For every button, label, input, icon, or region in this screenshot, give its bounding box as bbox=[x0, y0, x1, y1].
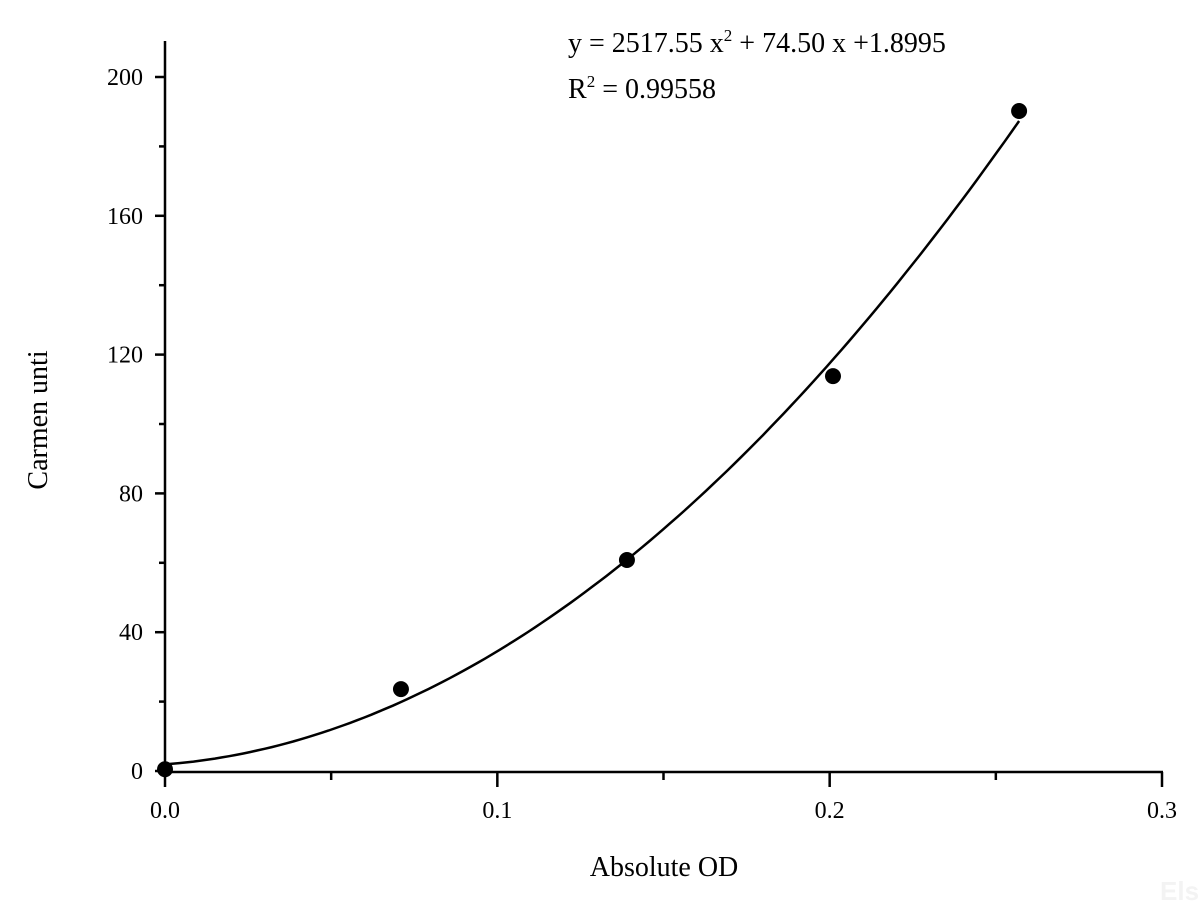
y-tick-label: 40 bbox=[119, 620, 143, 646]
data-point bbox=[618, 552, 635, 569]
y-axis-title: Carmen unti bbox=[23, 350, 54, 489]
x-axis-ticks: 0.0 0.1 0.2 0.3 bbox=[150, 772, 1177, 824]
equation-rest: + 74.50 x +1.8995 bbox=[732, 28, 946, 59]
data-point bbox=[392, 681, 409, 698]
r-label: R bbox=[568, 74, 587, 105]
r-exponent: 2 bbox=[587, 72, 596, 91]
data-points bbox=[157, 103, 1028, 778]
data-point bbox=[1011, 103, 1028, 120]
fit-curve bbox=[164, 120, 1021, 766]
x-tick-label: 0.1 bbox=[482, 798, 512, 824]
x-tick-label: 0.2 bbox=[815, 798, 845, 824]
y-tick-label: 200 bbox=[107, 65, 143, 91]
y-tick-label: 120 bbox=[107, 343, 143, 369]
x-axis-title: Absolute OD bbox=[590, 852, 739, 883]
x-tick-label: 0.3 bbox=[1147, 798, 1177, 824]
y-tick-label: 0 bbox=[131, 759, 143, 785]
y-tick-label: 160 bbox=[107, 204, 143, 230]
data-point bbox=[157, 761, 173, 778]
axes bbox=[163, 41, 1163, 774]
watermark: Els bbox=[1160, 876, 1199, 901]
equation-exponent: 2 bbox=[724, 26, 733, 45]
r-squared: R2 = 0.99558 bbox=[568, 72, 716, 105]
r-value: = 0.99558 bbox=[595, 74, 716, 105]
fit-equation: y = 2517.55 x2 + 74.50 x +1.8995 bbox=[568, 26, 946, 59]
x-tick-label: 0.0 bbox=[150, 798, 180, 824]
data-point bbox=[824, 368, 841, 385]
y-axis-ticks: 0 40 80 120 160 200 bbox=[107, 65, 165, 785]
y-tick-label: 80 bbox=[119, 481, 143, 507]
equation-main: y = 2517.55 x bbox=[568, 28, 724, 59]
